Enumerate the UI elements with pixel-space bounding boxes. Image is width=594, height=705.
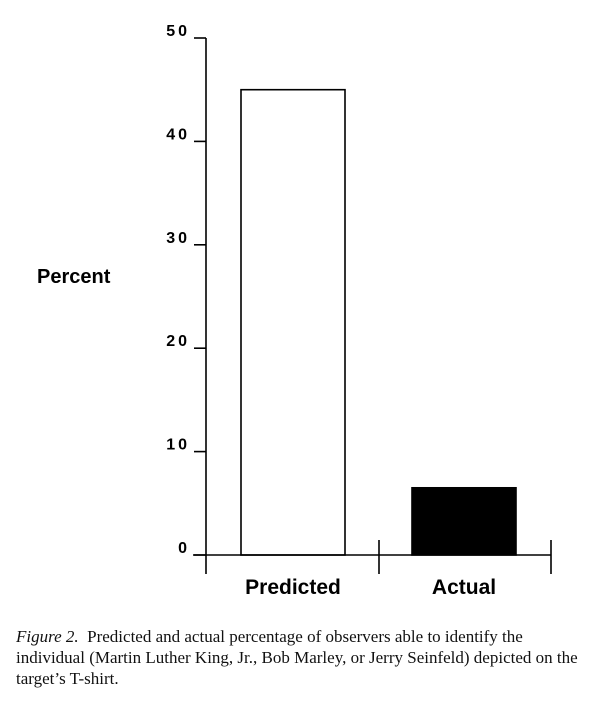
x-axis-ticks [378, 540, 552, 574]
bar-chart: 0 10 20 30 40 50 Percent Predicted Actual [37, 23, 552, 599]
y-axis-title: Percent [37, 266, 111, 288]
bar-predicted [240, 88, 346, 556]
category-labels: Predicted Actual [245, 576, 496, 599]
caption-text: Predicted and actual percentage of obser… [16, 627, 578, 688]
y-tick-label: 40 [166, 126, 190, 143]
bar-actual [411, 486, 517, 556]
caption-label: Figure 2. [16, 627, 79, 646]
y-tick-label: 20 [166, 333, 190, 350]
x-category-label: Predicted [245, 576, 341, 599]
x-category-label: Actual [432, 576, 496, 599]
y-tick-label: 50 [166, 23, 190, 40]
y-tick-label: 0 [178, 540, 190, 557]
y-tick-label: 10 [166, 437, 190, 454]
bars [240, 88, 517, 556]
figure-caption: Figure 2. Predicted and actual percentag… [16, 626, 586, 689]
y-axis-ticks: 0 10 20 30 40 50 [166, 23, 206, 557]
y-tick-label: 30 [166, 230, 190, 247]
